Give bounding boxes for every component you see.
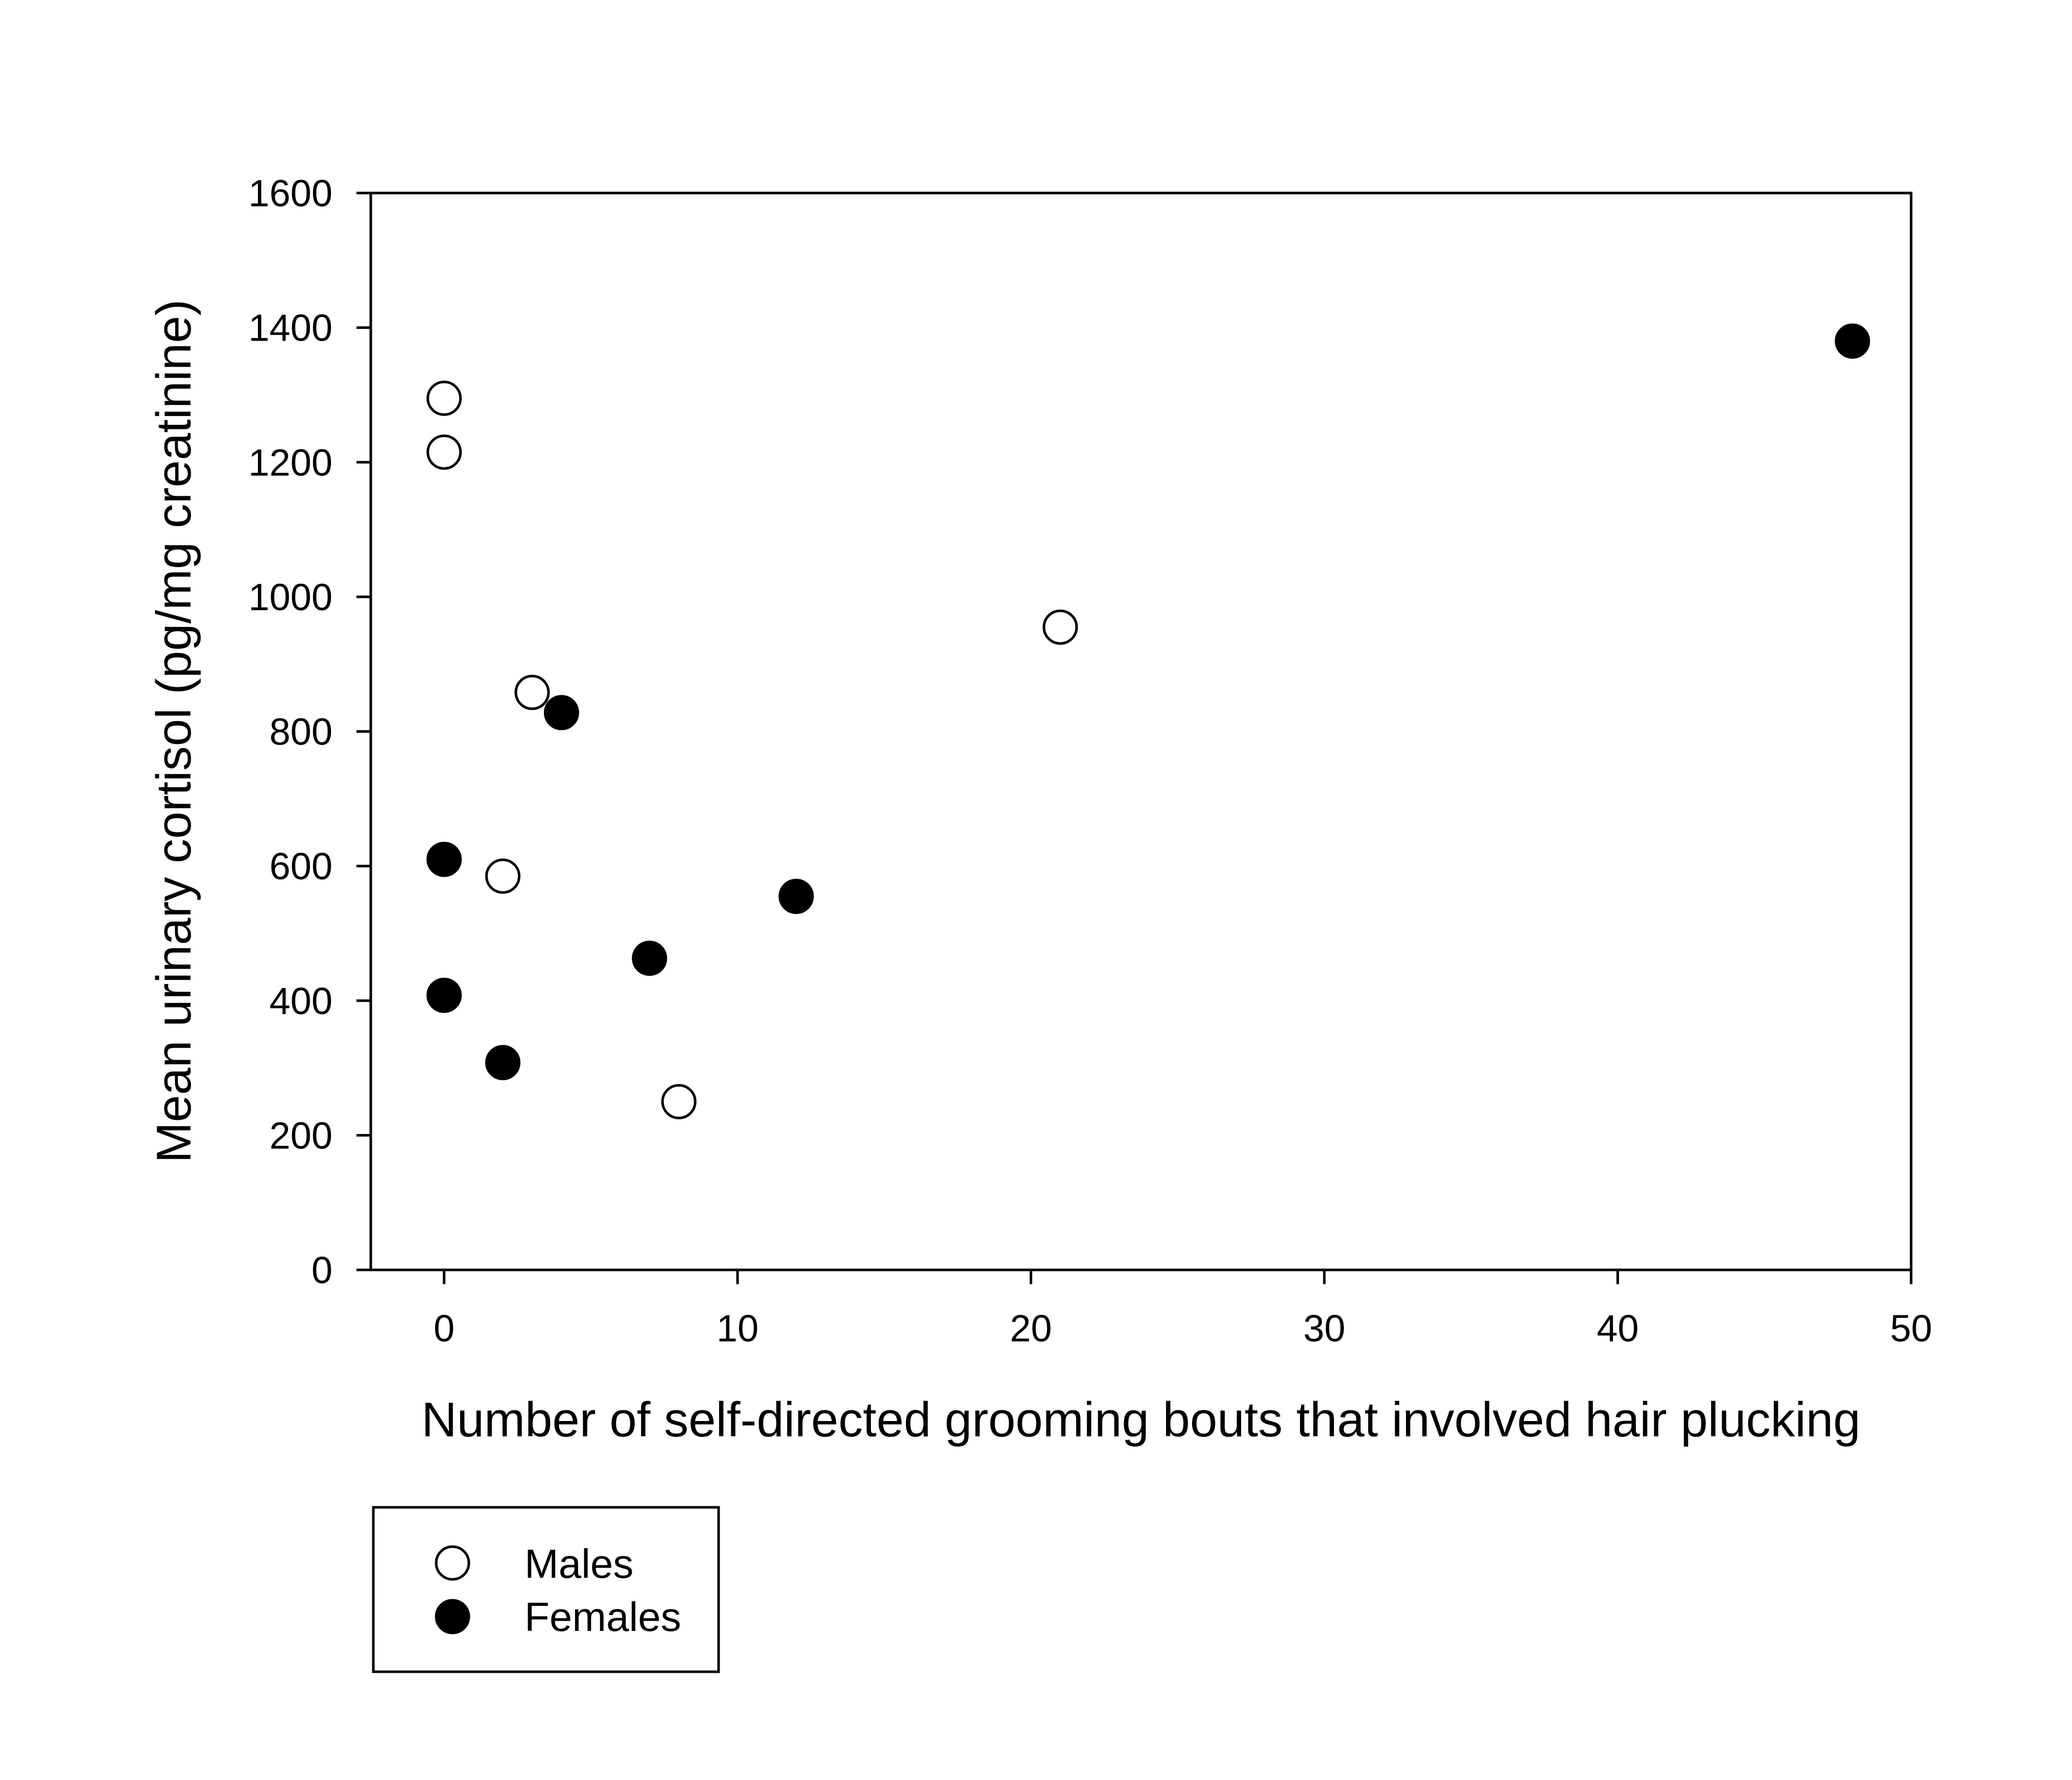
x-tick-label: 50 bbox=[1890, 1307, 1932, 1350]
data-point-males bbox=[661, 1084, 697, 1119]
y-axis-label: Mean urinary cortisol (pg/mg creatinine) bbox=[147, 299, 201, 1163]
y-tick-label: 1200 bbox=[248, 441, 332, 484]
legend-label-females: Females bbox=[525, 1594, 681, 1640]
data-point-males bbox=[514, 675, 550, 710]
x-axis-label: Number of self-directed grooming bouts t… bbox=[421, 1392, 1860, 1447]
x-tick-label: 40 bbox=[1597, 1307, 1638, 1350]
y-tick-label: 800 bbox=[270, 711, 332, 753]
data-point-females bbox=[1835, 323, 1870, 359]
y-tick-label: 1400 bbox=[248, 307, 332, 349]
data-point-females bbox=[632, 941, 668, 976]
data-point-females bbox=[485, 1045, 521, 1080]
x-tick-label: 30 bbox=[1303, 1307, 1345, 1350]
y-tick-label: 400 bbox=[270, 980, 332, 1022]
data-point-males bbox=[426, 434, 462, 470]
x-tick-label: 20 bbox=[1010, 1307, 1052, 1350]
data-point-females bbox=[426, 841, 462, 877]
data-point-females bbox=[543, 695, 579, 731]
data-point-females bbox=[778, 878, 814, 914]
x-tick-label: 10 bbox=[717, 1307, 758, 1350]
data-point-females bbox=[426, 977, 462, 1013]
y-axis-ticks: 0 200 400 600 800 1000 1200 1400 1600 bbox=[248, 172, 371, 1291]
data-point-males bbox=[426, 380, 462, 416]
y-tick-label: 0 bbox=[312, 1249, 332, 1291]
x-axis-ticks: 0 10 20 30 40 50 bbox=[434, 1270, 1932, 1350]
y-tick-label: 600 bbox=[270, 845, 332, 887]
legend-marker-males bbox=[435, 1545, 470, 1581]
x-tick-label: 0 bbox=[434, 1307, 455, 1350]
legend: Males Females bbox=[372, 1506, 720, 1673]
legend-label-males: Males bbox=[525, 1541, 633, 1586]
data-point-males bbox=[1042, 609, 1078, 645]
legend-marker-females bbox=[435, 1599, 470, 1634]
y-tick-label: 200 bbox=[270, 1114, 332, 1157]
data-point-males bbox=[485, 858, 521, 894]
data-points bbox=[426, 323, 1870, 1119]
y-tick-label: 1600 bbox=[248, 172, 332, 214]
y-tick-label: 1000 bbox=[248, 576, 332, 618]
legend-box bbox=[372, 1506, 720, 1673]
